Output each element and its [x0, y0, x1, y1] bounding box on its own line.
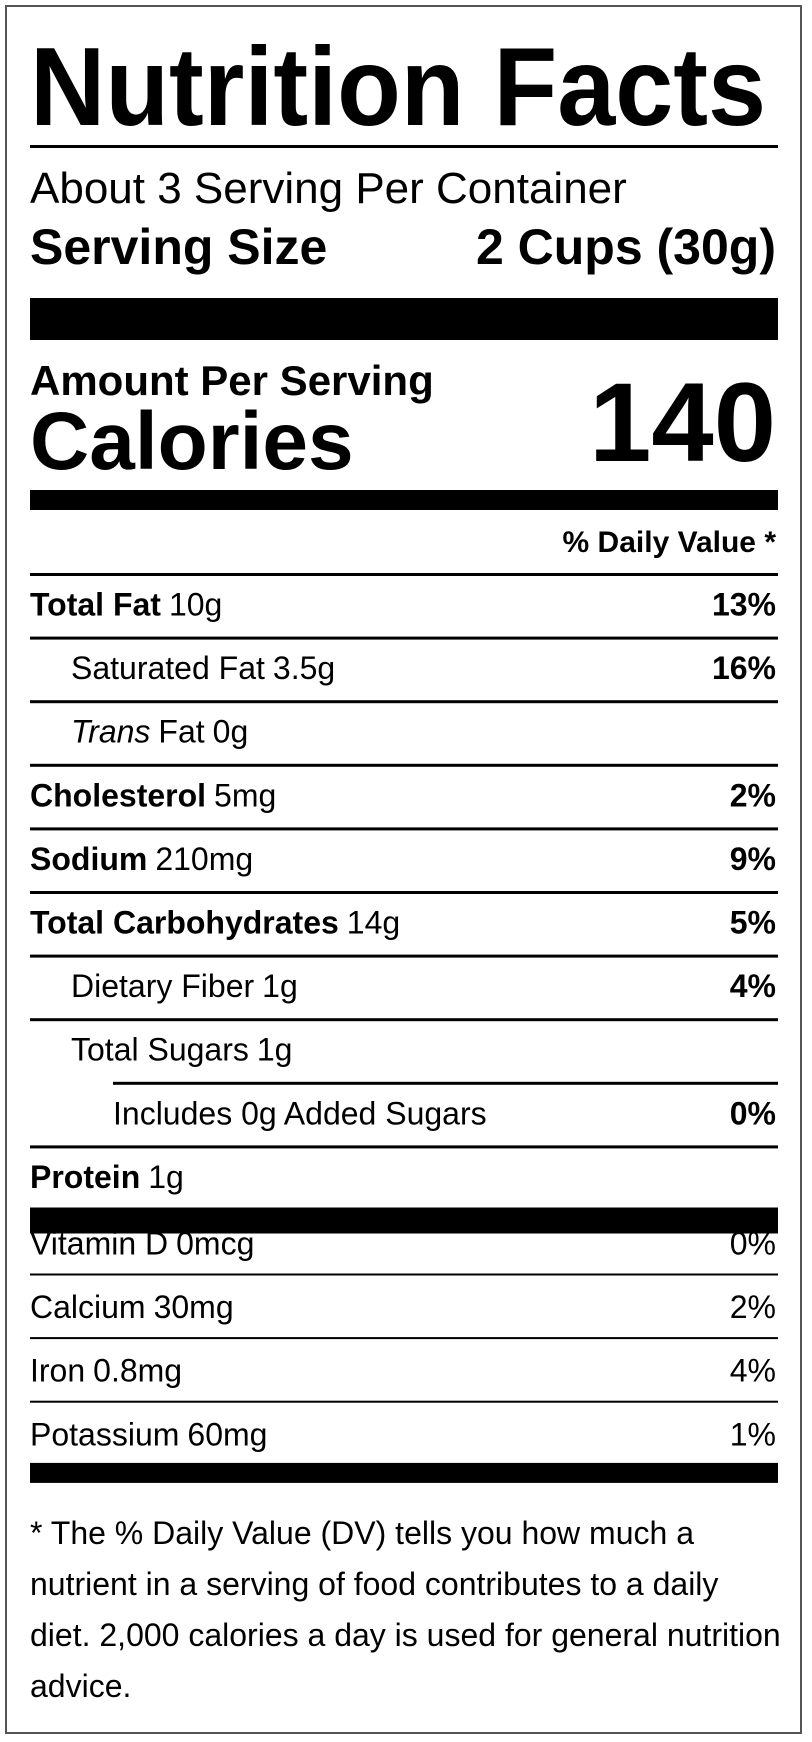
calories-value: 140: [589, 360, 776, 485]
vitamin-name: Vitamin D 0mcg: [30, 1226, 254, 1262]
rule: [30, 1337, 778, 1340]
border: [5, 5, 802, 1734]
rule: [113, 1081, 778, 1085]
nutrient-amount: 5mg: [214, 777, 276, 813]
rule: [30, 145, 778, 148]
nutrient-amount: 210mg: [155, 841, 253, 877]
nutrient-name: Sodium 210mg: [30, 841, 253, 877]
thick-bar: [30, 490, 778, 510]
nutrient-name: Saturated Fat: [71, 650, 265, 686]
nutrient-amount: 1g: [262, 968, 298, 1004]
nutrient-amount: 14g: [347, 905, 400, 941]
nutrient-amount: 1g: [148, 1159, 184, 1195]
vitamin-name: Vitamin D: [30, 1226, 168, 1262]
rule: [30, 763, 778, 767]
nutrient-name: Fat: [158, 714, 204, 750]
serving-size-value: 2 Cups (30g): [476, 219, 776, 275]
daily-value: 1%: [730, 1416, 776, 1452]
daily-value: 16%: [712, 650, 776, 686]
footnote: * The % Daily Value (DV) tells you how m…: [30, 1515, 781, 1704]
nutrient-amount: 0g: [213, 714, 249, 750]
nutrient-amount: 3.5g: [273, 650, 335, 686]
nutrient-name: Includes 0g Added Sugars: [113, 1095, 487, 1131]
nutrient-name: Total Carbohydrates: [30, 905, 339, 941]
vitamin-name: Calcium: [30, 1289, 146, 1325]
nutrient-name: Includes 0g Added Sugars: [113, 1095, 487, 1131]
vitamin-name: Calcium 30mg: [30, 1289, 234, 1325]
nutrient-amount: 1g: [257, 1032, 293, 1068]
nutrient-name: Total Carbohydrates 14g: [30, 905, 400, 941]
vitamin-name: Potassium: [30, 1416, 179, 1452]
vitamin-amount: 0.8mg: [93, 1353, 182, 1389]
rule: [30, 1018, 778, 1022]
vitamin-amount: 30mg: [154, 1289, 234, 1325]
thick-bar: [30, 1207, 778, 1234]
title: Nutrition Facts: [30, 25, 766, 149]
daily-value: 0%: [730, 1095, 776, 1131]
rule: [30, 636, 778, 640]
daily-value: 4%: [730, 968, 776, 1004]
nutrient-name: Protein 1g: [30, 1159, 184, 1195]
daily-value: 13%: [712, 587, 776, 623]
serving-size-label: Serving Size: [30, 219, 327, 275]
daily-value: 2%: [730, 777, 776, 813]
nutrient-name: Sodium: [30, 841, 147, 877]
nutrient-amount: 10g: [169, 587, 222, 623]
nutrient-name: Total Fat 10g: [30, 587, 222, 623]
servings: About 3 Serving Per Container: [30, 164, 627, 213]
rule: [30, 891, 778, 894]
daily-value: 4%: [730, 1353, 776, 1389]
thick-bar: [30, 298, 778, 340]
nutrient-name: Dietary Fiber 1g: [71, 968, 298, 1004]
nutrient-name: Total Fat: [30, 587, 161, 623]
rule: [30, 700, 778, 704]
nutrient-name-italic: Trans: [71, 714, 150, 750]
rule: [30, 1273, 778, 1276]
vitamin-name: Potassium 60mg: [30, 1416, 267, 1452]
daily-value: 0%: [730, 1226, 776, 1262]
vitamin-name: Iron: [30, 1353, 85, 1389]
amount-per-serving: Amount Per Serving: [30, 357, 434, 404]
nutrient-rows: Total Fat 10g 13% Saturated Fat 3.5g 16% Trans…: [30, 587, 778, 1483]
rule: [30, 1400, 778, 1403]
daily-value-header: % Daily Value *: [563, 526, 777, 559]
nutrient-name: Total Sugars 1g: [71, 1032, 292, 1068]
nutrient-name: Cholesterol: [30, 777, 206, 813]
vitamin-amount: 0mcg: [176, 1226, 254, 1262]
daily-value: 2%: [730, 1289, 776, 1325]
calories-label: Calories: [30, 396, 354, 487]
vitamin-name: Iron 0.8mg: [30, 1353, 182, 1389]
nutrient-name: Protein: [30, 1159, 140, 1195]
rule: [30, 827, 778, 831]
daily-value: 9%: [730, 841, 776, 877]
nutrient-name: Dietary Fiber: [71, 968, 255, 1004]
nutrient-name: Saturated Fat 3.5g: [71, 650, 335, 686]
thick-bar: [30, 1462, 778, 1483]
vitamin-amount: 60mg: [187, 1416, 267, 1452]
nutrient-name: Trans Fat 0g: [71, 714, 248, 750]
daily-value: 5%: [730, 905, 776, 941]
rule: [30, 954, 778, 958]
rule: [30, 1145, 778, 1149]
nutrient-name: Total Sugars: [71, 1032, 249, 1068]
nutrient-name: Cholesterol 5mg: [30, 777, 276, 813]
rule: [30, 573, 778, 576]
